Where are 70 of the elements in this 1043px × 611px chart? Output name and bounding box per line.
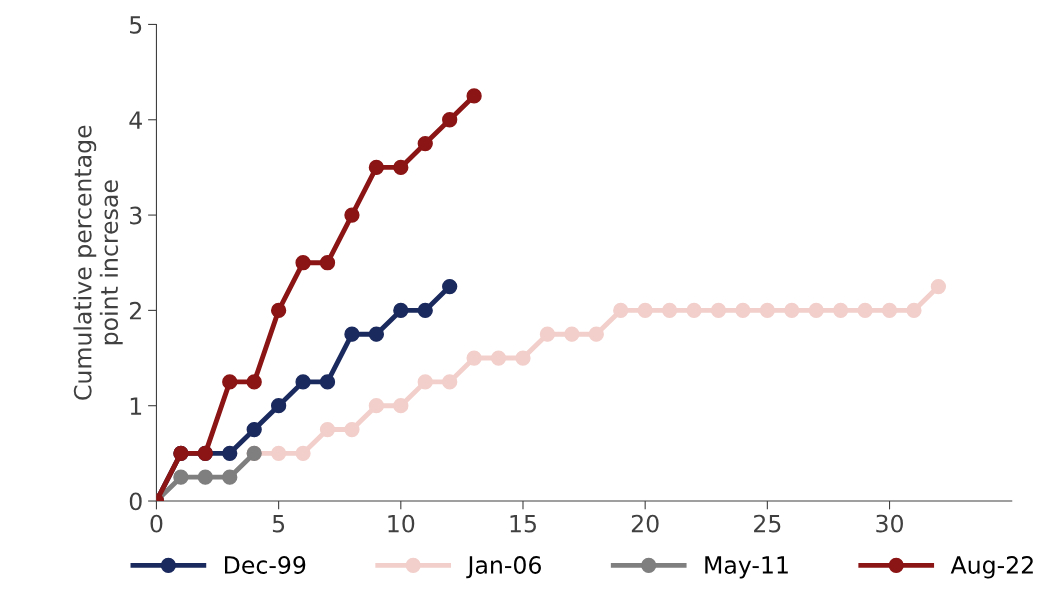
point [661, 302, 678, 319]
y-tick-label: 4 [129, 111, 142, 129]
point [344, 421, 360, 438]
y-tick-label: 1 [130, 397, 142, 415]
point [515, 350, 531, 366]
point [466, 350, 482, 366]
point [368, 398, 385, 414]
point [246, 374, 262, 390]
point [270, 445, 287, 462]
point [442, 374, 458, 390]
x-tick-label: 0 [150, 514, 163, 533]
y-tick-label: 3 [130, 206, 142, 225]
point [173, 469, 189, 485]
point [222, 374, 238, 390]
point [393, 398, 409, 414]
legend-label: Jan-06 [466, 556, 541, 579]
point [539, 326, 556, 342]
y-tick-label: 2 [129, 301, 141, 320]
point [319, 255, 336, 271]
point [368, 326, 385, 342]
point [906, 302, 922, 319]
point [466, 88, 482, 104]
point [295, 374, 311, 390]
y-axis-title: Cumulative percentage point incresae [73, 125, 123, 400]
point [222, 445, 238, 462]
point [490, 350, 507, 366]
point [270, 398, 287, 414]
point [295, 255, 311, 271]
point [637, 302, 653, 319]
point [833, 302, 849, 319]
legend-label: Dec-99 [225, 556, 306, 574]
point [197, 469, 213, 485]
point [930, 278, 947, 295]
x-tick-label: 20 [631, 514, 659, 533]
point [393, 302, 409, 319]
point [246, 421, 262, 438]
point [319, 421, 336, 438]
point [270, 302, 287, 319]
y-tick-label: 5 [130, 16, 142, 34]
point [344, 207, 360, 223]
point [857, 302, 873, 319]
legend-label: Aug-22 [950, 556, 1033, 579]
point [784, 302, 800, 319]
point [319, 374, 336, 390]
point [393, 159, 409, 176]
x-tick-label: 30 [876, 514, 903, 533]
point [417, 302, 433, 319]
point [564, 326, 580, 342]
point [710, 302, 727, 319]
point [442, 112, 458, 128]
point [759, 302, 775, 319]
x-tick-label: 5 [272, 514, 285, 533]
point [417, 374, 433, 390]
point [881, 302, 898, 319]
y-tick-label: 0 [129, 492, 142, 511]
point [735, 302, 751, 319]
x-tick-label: 15 [510, 514, 536, 533]
point [368, 159, 385, 176]
point [417, 135, 433, 152]
legend-label: May-11 [705, 556, 788, 579]
point [686, 302, 702, 319]
point [344, 326, 360, 342]
point [613, 302, 629, 319]
point [222, 469, 238, 485]
point [442, 278, 458, 295]
x-tick-label: 25 [754, 514, 781, 533]
point [588, 326, 604, 342]
x-tick-label: 10 [388, 514, 415, 533]
point [808, 302, 824, 319]
point [295, 445, 311, 462]
